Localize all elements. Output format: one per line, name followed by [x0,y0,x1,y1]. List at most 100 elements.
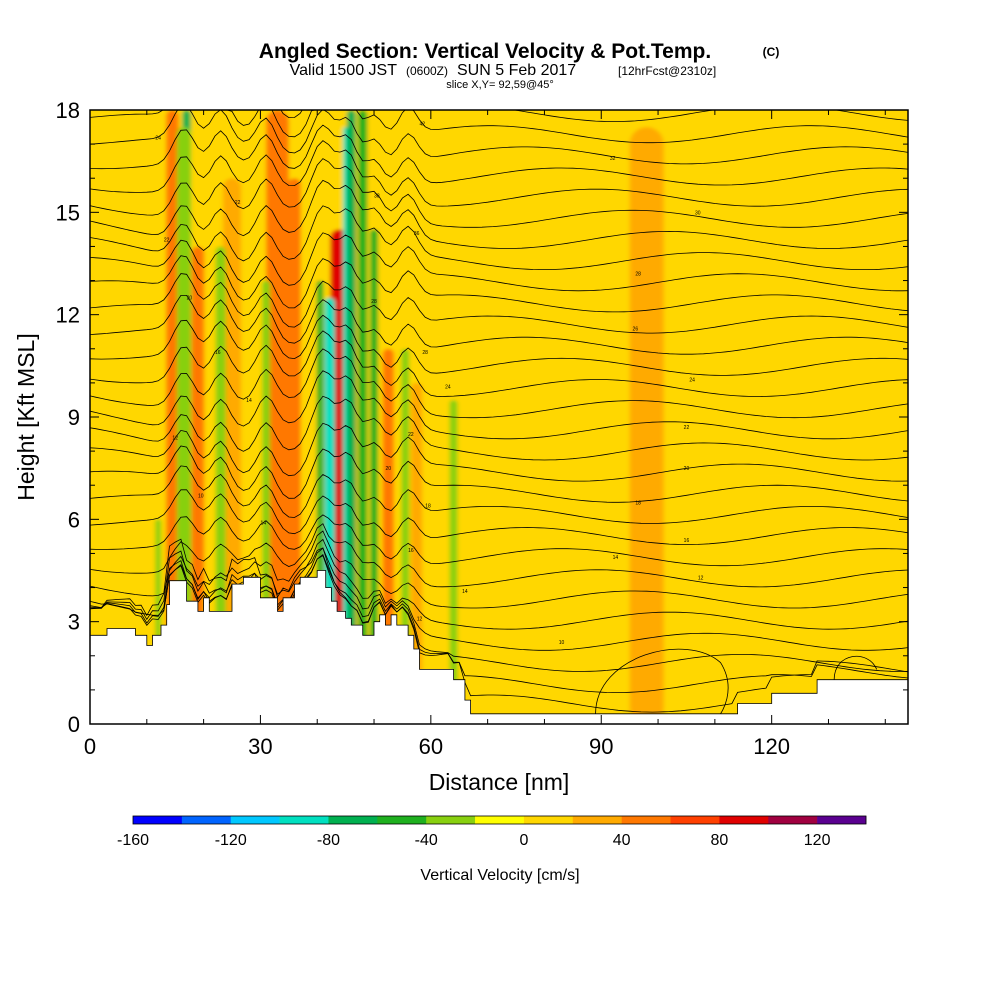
isotherm-line [90,140,908,207]
colorbar-swatch [181,816,232,824]
y-axis-label: Height [Kft MSL] [13,333,39,500]
isotherm-line [90,314,908,376]
colorbar-swatch [230,816,280,824]
isotherm-line [90,553,908,672]
isotherm-label: 20 [187,296,193,302]
slice-info: slice X,Y= 92,59@45° [446,79,554,91]
colorbar-tick-label: 120 [804,832,831,849]
isotherm-line [90,422,908,482]
colorbar-swatch [572,816,622,824]
isotherm-line [90,550,908,693]
isotherm-line [90,348,908,419]
forecast-info: [12hrFcst@2310z] [618,64,716,78]
chart-title: Angled Section: Vertical Velocity & Pot.… [259,40,711,63]
y-tick-label: 18 [56,98,80,123]
isotherm-line [90,530,908,609]
velocity-band [176,127,191,724]
velocity-band [629,127,664,724]
isotherm-line [90,273,908,334]
colorbar-title: Vertical Velocity [cm/s] [420,867,579,884]
isotherm-line [90,124,908,186]
isotherm-labels: 24 22 22 20 16 14 12 10 14 42 38 36 28 28 24 22 20 18 16 14… [155,122,703,646]
isotherm-label: 12 [172,435,178,441]
isotherm-label: 22 [164,238,170,244]
isotherm-label: 38 [374,193,380,199]
isotherm-label: 22 [684,425,690,431]
y-tick-label: 9 [68,405,80,430]
isotherm-label: 22 [235,200,241,206]
x-axis-label: Distance [nm] [429,769,570,795]
colorbar-tick-label: -40 [415,832,438,849]
isotherm-line [90,538,908,713]
colorbar-tick-label: 80 [711,832,729,849]
colorbar-tick-label: -80 [317,832,340,849]
isotherm-label: 12 [417,616,423,622]
x-tick-label: 60 [419,734,443,759]
isotherm-line [90,445,908,503]
colorbar-tick-label: 0 [519,832,528,849]
isotherm-line [90,110,908,165]
x-tick-label: 90 [589,734,613,759]
isotherm-line [90,547,908,651]
isotherm-line [90,370,908,440]
isotherm-line [90,465,908,524]
isotherm-label: 26 [633,326,639,332]
isotherm-label: 10 [198,493,204,499]
isotherm-loop [595,648,729,714]
isotherm-label: 16 [215,350,221,356]
isotherm-line [90,294,908,355]
colorbar-swatch [377,816,427,824]
y-tick-label: 3 [68,610,80,635]
isotherm-label: 24 [445,384,451,390]
isotherm-label: 28 [635,272,641,278]
isotherm-label: 14 [246,398,252,404]
isotherm-label: 16 [408,548,414,554]
colorbar-swatch [670,816,720,824]
isotherm-label: 18 [635,500,641,506]
isotherm-loop [833,655,878,680]
isotherm-line [90,110,908,144]
velocity-band [266,110,289,724]
colorbar-tick-label: -120 [215,832,247,849]
isotherm-label: 16 [684,538,690,544]
isotherm-label: 24 [689,377,695,383]
isotherm-line [90,489,908,546]
x-tick-label: 30 [248,734,272,759]
isotherm-label: 32 [610,156,616,162]
isotherm-label: 10 [559,640,565,646]
isotherm-label: 24 [155,135,161,141]
isotherm-line [90,514,908,567]
isotherm-label: 22 [408,432,414,438]
plot-area: 24 22 22 20 16 14 12 10 14 42 38 36 28 28 24 22 20 18 16 14… [90,110,908,724]
valid-time-prefix: Valid 1500 JST [290,62,398,79]
colorbar: -160 -120 -80 -40 0 40 80 120 [117,815,867,849]
velocity-band [215,246,226,724]
isotherm-label: 36 [414,231,420,237]
colorbar-swatch [768,816,818,824]
colorbar-tick-label: -160 [117,832,149,849]
colorbar-swatch [817,816,867,824]
y-tick-label: 15 [56,200,80,225]
isotherm-line [90,395,908,461]
valid-time-utc: (0600Z) [406,64,448,78]
colorbar-swatch [621,816,671,824]
colorbar-swatch [279,816,329,824]
isotherm-label: 28 [371,299,377,305]
isotherms [90,110,908,714]
isotherm-label: 20 [385,466,391,472]
isotherm-label: 20 [684,466,690,472]
colorbar-swatch [719,816,769,824]
isotherm-line [90,205,908,271]
colorbar-swatch [328,816,378,824]
valid-date: SUN 5 Feb 2017 [457,62,576,79]
isotherm-label: 28 [422,350,428,356]
isotherm-line [90,330,908,397]
y-tick-label: 6 [68,507,80,532]
isotherm-line [90,523,908,588]
isotherm-line [90,179,908,249]
terrain [90,570,908,724]
isotherm-label: 42 [420,122,426,128]
y-tick-label: 0 [68,712,80,737]
isotherm-label: 12 [698,575,704,581]
